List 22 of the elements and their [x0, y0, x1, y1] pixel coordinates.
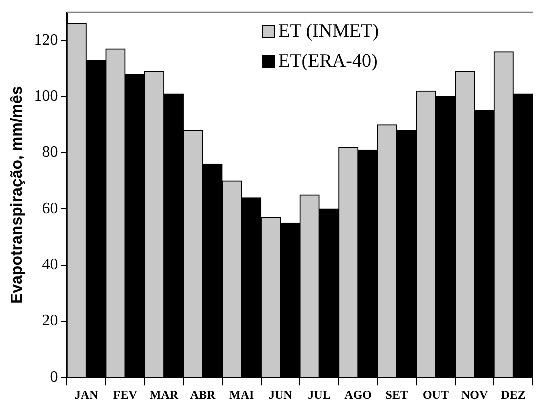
- x-tick-label: JUN: [269, 388, 293, 402]
- y-tick-label: 40: [42, 256, 58, 274]
- y-tick-label: 80: [42, 144, 58, 162]
- legend-label: ET (INMET): [278, 20, 380, 43]
- y-tick-label: 60: [42, 200, 58, 218]
- y-tick-label: 0: [50, 368, 58, 386]
- y-tick-label: 20: [42, 312, 58, 330]
- x-tick-label: OUT: [422, 388, 449, 402]
- x-tick-label: ABR: [190, 388, 216, 402]
- x-tick-label: NOV: [461, 388, 488, 402]
- x-tick-label: FEV: [113, 388, 138, 402]
- x-tick-label: JAN: [74, 388, 99, 402]
- x-tick-label: MAI: [230, 388, 255, 402]
- x-tick-label: MAR: [150, 388, 179, 402]
- x-tick-label: DEZ: [501, 388, 526, 402]
- y-tick-label: 100: [34, 88, 58, 106]
- legend-label: ET(ERA-40): [278, 50, 378, 73]
- x-tick-label: AGO: [344, 388, 372, 402]
- y-tick-label: 120: [34, 32, 58, 49]
- y-axis-title: Evapotranspiração, mm/mês: [9, 86, 26, 304]
- x-tick-label: JUL: [308, 388, 331, 402]
- x-tick-label: SET: [386, 388, 408, 402]
